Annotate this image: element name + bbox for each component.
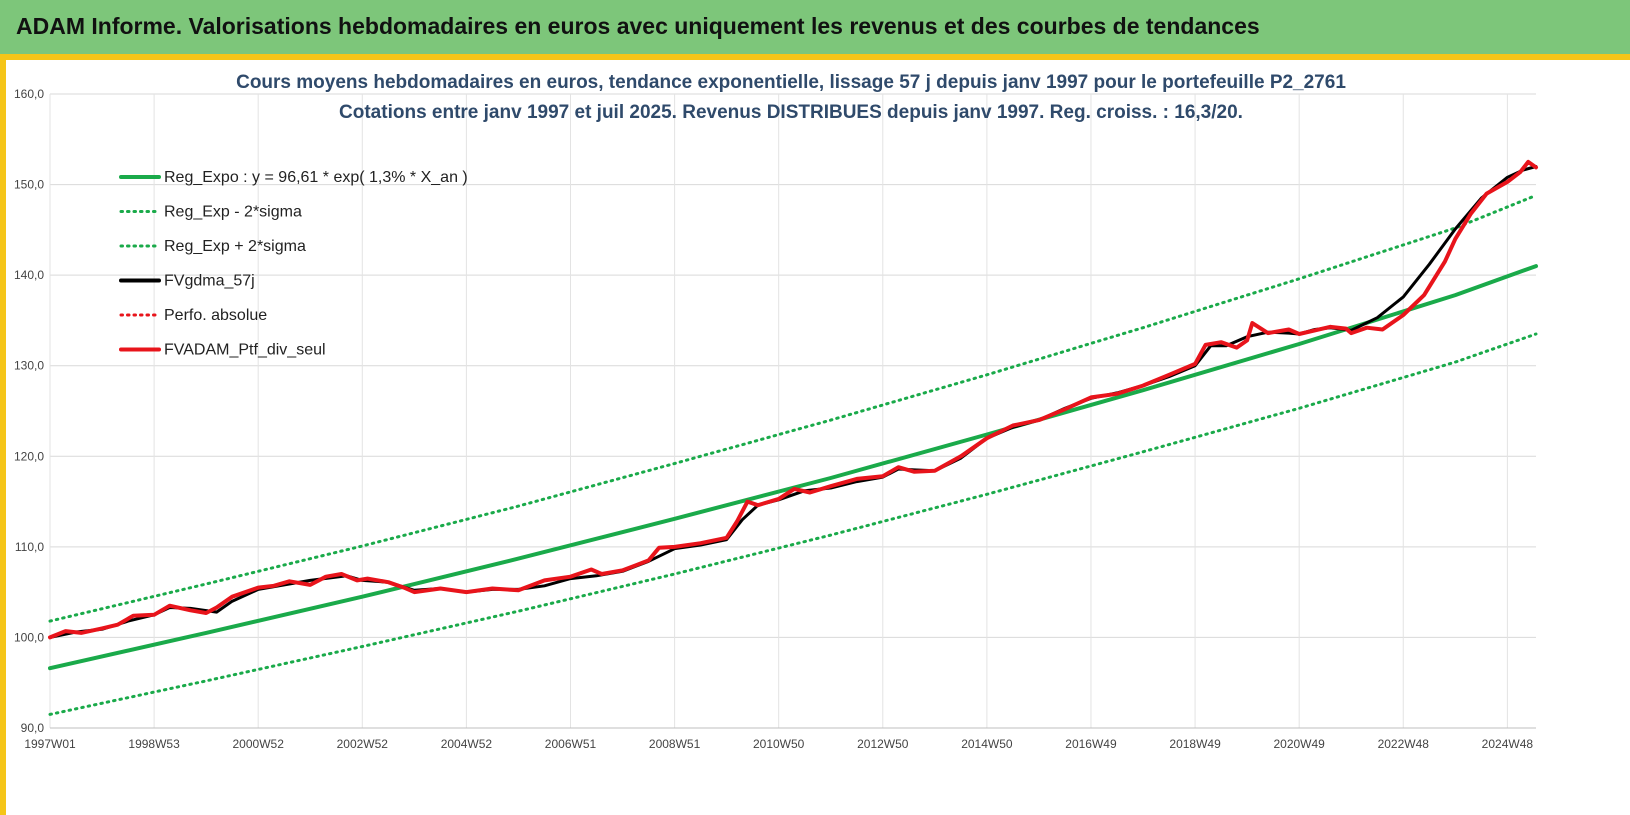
x-tick-label: 2024W48 <box>1482 737 1534 751</box>
y-tick-label: 120,0 <box>14 449 44 463</box>
legend-label-4: Perfo. absolue <box>164 307 267 324</box>
x-tick-label: 2012W50 <box>857 737 909 751</box>
y-tick-label: 150,0 <box>14 178 44 192</box>
y-tick-label: 140,0 <box>14 268 44 282</box>
axes: 90,0 100,0 110,0 120,0 130,0 140,0 150,0 160,0 1… <box>14 87 1536 751</box>
page-title: ADAM Informe. Valorisations hebdomadaire… <box>16 13 1260 39</box>
y-tick-label: 90,0 <box>21 721 45 735</box>
header-bar: ADAM Informe. Valorisations hebdomadaire… <box>0 0 1630 54</box>
x-tick-label: 2022W48 <box>1378 737 1430 751</box>
chart-title-line-1: Cours moyens hebdomadaires en euros, ten… <box>236 72 1346 93</box>
series-line-0 <box>48 264 1538 671</box>
frame-left-border <box>0 54 6 815</box>
x-tick-label: 1998W53 <box>128 737 180 751</box>
legend-label-3: FVgdma_57j <box>164 273 255 290</box>
x-tick-label: 1997W01 <box>24 737 76 751</box>
legend-label-0: Reg_Expo : y = 96,61 * exp( 1,3% * X_an … <box>164 169 468 186</box>
x-tick-label: 2004W52 <box>441 737 493 751</box>
legend-label-2: Reg_Exp + 2*sigma <box>164 238 306 255</box>
line-chart: 90,0 100,0 110,0 120,0 130,0 140,0 150,0 160,0 1… <box>14 72 1538 751</box>
x-tick-label: 2008W51 <box>649 737 701 751</box>
x-tick-label: 2006W51 <box>545 737 597 751</box>
series-line-1 <box>48 332 1538 716</box>
frame-top-border <box>0 54 1630 60</box>
y-tick-label: 130,0 <box>14 359 44 373</box>
legend-label-5: FVADAM_Ptf_div_seul <box>164 342 326 359</box>
series-line-2 <box>48 193 1538 623</box>
legend: Reg_Expo : y = 96,61 * exp( 1,3% * X_an … <box>119 169 468 359</box>
x-tick-label: 2018W49 <box>1169 737 1221 751</box>
series-line-5 <box>48 159 1538 640</box>
x-tick-label: 2002W52 <box>337 737 389 751</box>
x-tick-label: 2016W49 <box>1065 737 1117 751</box>
x-tick-label: 2020W49 <box>1273 737 1325 751</box>
y-tick-label: 110,0 <box>15 540 44 554</box>
series-lines <box>48 159 1538 716</box>
x-tick-label: 2010W50 <box>753 737 805 751</box>
chart-title-line-2: Cotations entre janv 1997 et juil 2025. … <box>339 102 1243 123</box>
y-tick-label: 160,0 <box>14 87 44 101</box>
y-tick-label: 100,0 <box>14 630 44 644</box>
legend-label-1: Reg_Exp - 2*sigma <box>164 204 302 221</box>
x-tick-label: 2014W50 <box>961 737 1013 751</box>
gridlines <box>49 93 1536 729</box>
x-tick-label: 2000W52 <box>233 737 285 751</box>
